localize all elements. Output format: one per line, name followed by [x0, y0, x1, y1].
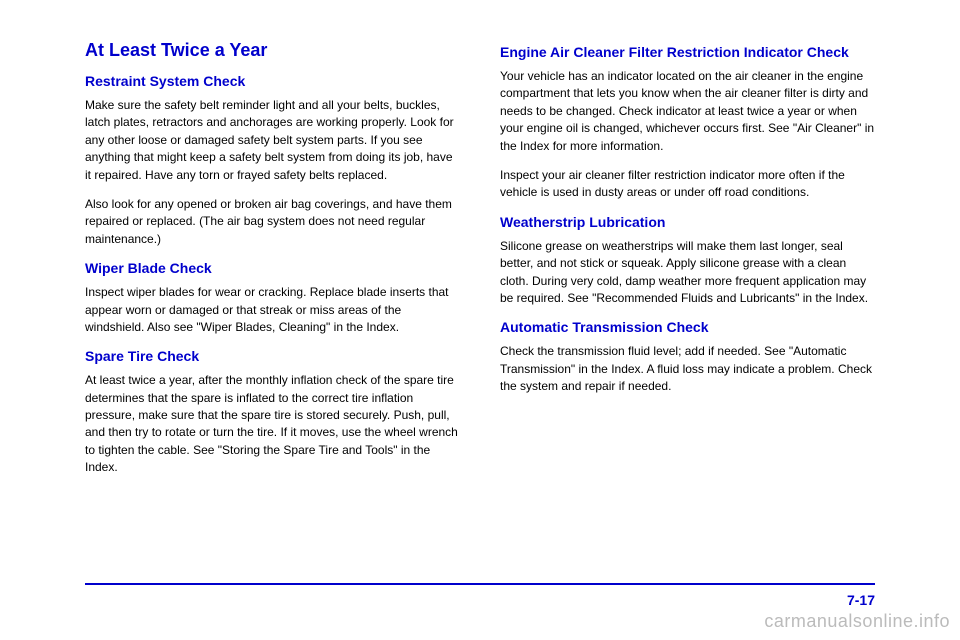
transmission-title: Automatic Transmission Check — [500, 319, 875, 335]
section-title: At Least Twice a Year — [85, 40, 460, 61]
right-column: Engine Air Cleaner Filter Restriction In… — [500, 40, 875, 489]
left-column: At Least Twice a Year Restraint System C… — [85, 40, 460, 489]
weatherstrip-title: Weatherstrip Lubrication — [500, 214, 875, 230]
spare-p1: At least twice a year, after the monthly… — [85, 372, 460, 476]
restraint-title: Restraint System Check — [85, 73, 460, 89]
wiper-p1: Inspect wiper blades for wear or crackin… — [85, 284, 460, 336]
engine-title: Engine Air Cleaner Filter Restriction In… — [500, 44, 875, 60]
weatherstrip-p1: Silicone grease on weatherstrips will ma… — [500, 238, 875, 308]
watermark-text: carmanualsonline.info — [764, 611, 950, 632]
engine-p2: Inspect your air cleaner filter restrict… — [500, 167, 875, 202]
engine-p1: Your vehicle has an indicator located on… — [500, 68, 875, 155]
page-content: At Least Twice a Year Restraint System C… — [0, 0, 960, 489]
restraint-p2: Also look for any opened or broken air b… — [85, 196, 460, 248]
wiper-title: Wiper Blade Check — [85, 260, 460, 276]
footer-divider — [85, 583, 875, 585]
transmission-p1: Check the transmission fluid level; add … — [500, 343, 875, 395]
restraint-p1: Make sure the safety belt reminder light… — [85, 97, 460, 184]
spare-title: Spare Tire Check — [85, 348, 460, 364]
page-number: 7-17 — [847, 592, 875, 608]
